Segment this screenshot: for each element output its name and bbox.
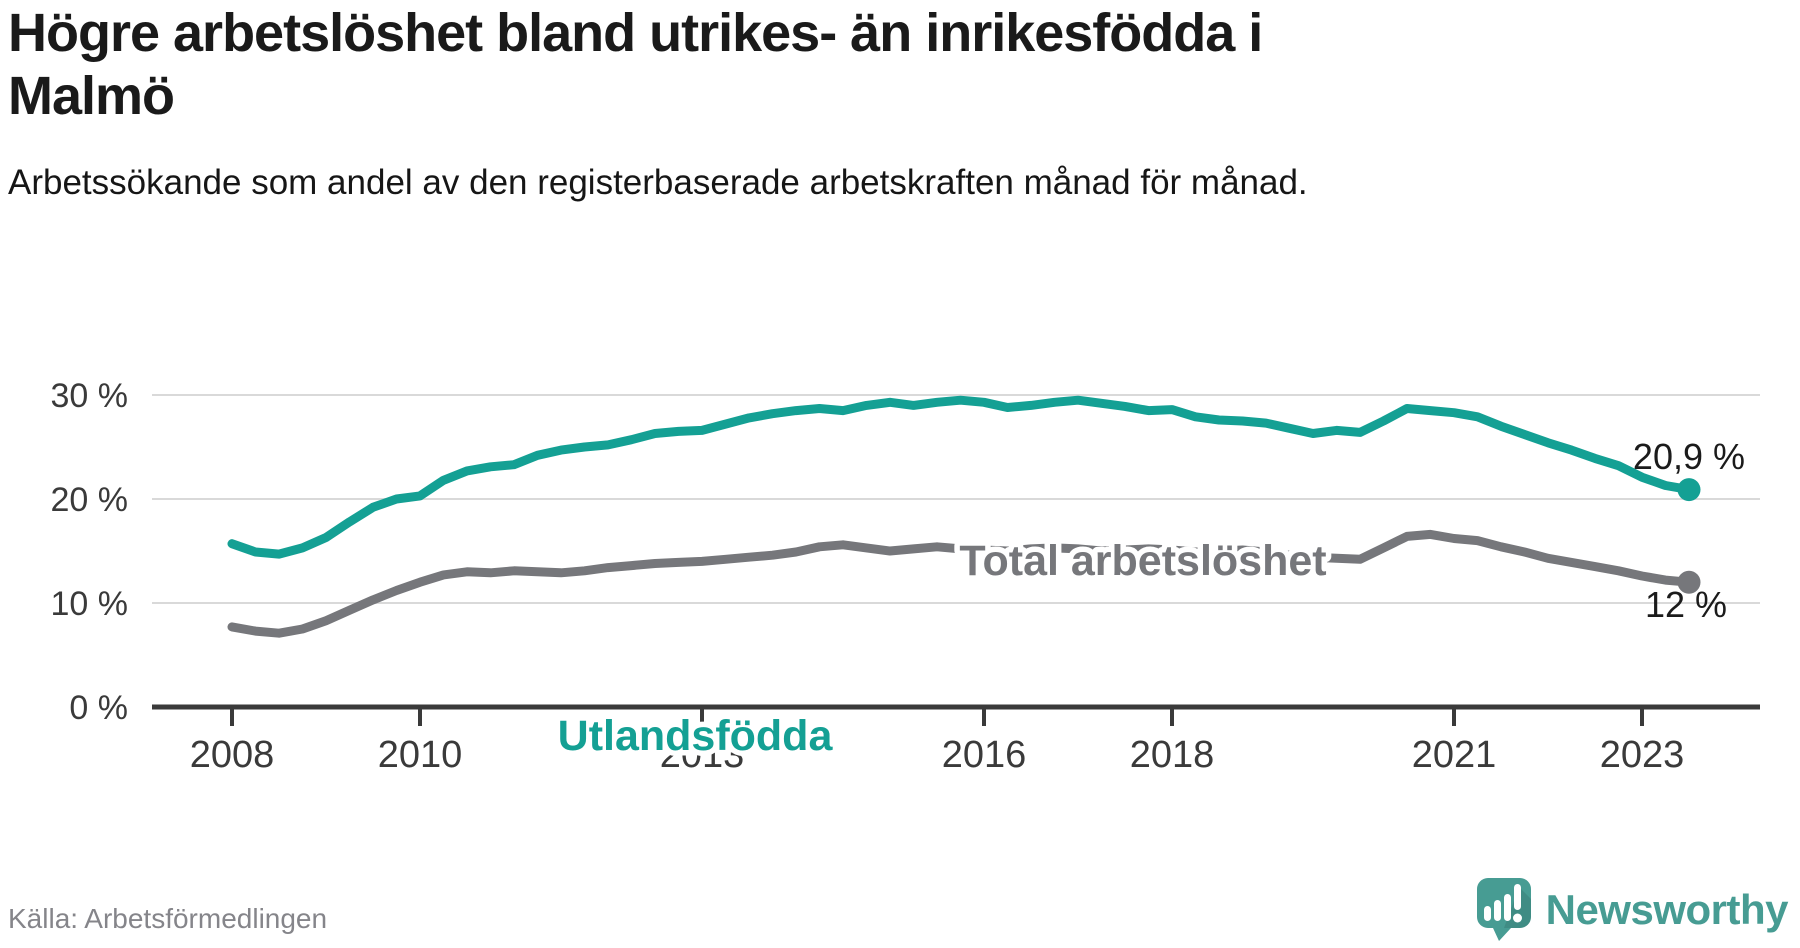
chart: 0 % 10 % 20 % 30 % 2008 2010 2013 2016 2018 2021 2…: [51, 377, 1760, 776]
x-tick-label-2013: 2013: [660, 734, 745, 776]
page-title: Högre arbetslöshet bland utrikes- än inr…: [8, 3, 1263, 127]
brand-logo: Newsworthy: [1476, 878, 1789, 941]
bar-2: [1493, 900, 1501, 921]
exclamation-dot: [1512, 913, 1522, 923]
source-note: Källa: Arbetsförmedlingen: [8, 903, 328, 934]
y-tick-label-30: 30 %: [51, 377, 129, 415]
end-value-label-utlandsfodda: 20,9 %: [1633, 436, 1745, 477]
end-value-label-total: 12 %: [1645, 584, 1727, 625]
y-tick-label-10: 10 %: [51, 585, 129, 623]
x-tick-label-2016: 2016: [942, 734, 1027, 776]
series-layer: [227, 395, 1701, 638]
newsworthy-icon: [1476, 878, 1531, 941]
series-label-utlandsfodda: Utlandsfödda: [558, 712, 834, 760]
series-endpoint-total: [1677, 570, 1701, 594]
brand-wordmark: Newsworthy: [1545, 885, 1789, 933]
exclamation-bar: [1513, 884, 1521, 910]
x-tick-label-2008: 2008: [190, 734, 275, 776]
page-subtitle: Arbetssökande som andel av den registerb…: [8, 163, 1308, 202]
bar-3: [1503, 894, 1511, 921]
y-tick-label-0: 0 %: [69, 689, 128, 727]
x-tick-label-2018: 2018: [1130, 734, 1215, 776]
series-line-total: [227, 529, 1694, 638]
x-tick-label-2010: 2010: [378, 734, 463, 776]
series-label-total-arbetsloshet: Total arbetslöshet: [959, 537, 1326, 585]
axis-layer: 0 % 10 % 20 % 30 % 2008 2010 2013 2016 2018 2021 2…: [51, 377, 1760, 776]
series-line-utlandsfodda: [227, 395, 1694, 559]
x-tick-label-2023: 2023: [1600, 734, 1685, 776]
series-endpoint-utlandsfodda: [1677, 478, 1701, 502]
y-tick-label-20: 20 %: [51, 481, 129, 519]
label-layer: Utlandsfödda Total arbetslöshet 20,9 % 1…: [552, 436, 1745, 766]
x-tick-label-2021: 2021: [1412, 734, 1497, 776]
bar-1: [1483, 906, 1491, 921]
